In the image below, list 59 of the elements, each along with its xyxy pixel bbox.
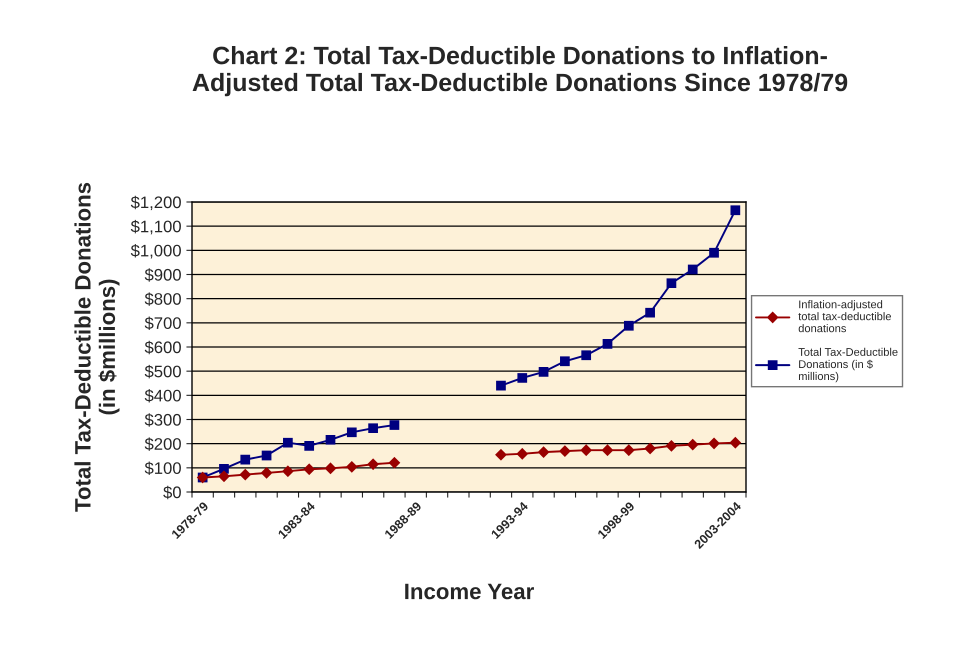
point bbox=[624, 320, 634, 331]
point bbox=[346, 461, 358, 472]
point bbox=[346, 427, 357, 438]
y-tick-label: $1,100 bbox=[130, 220, 181, 234]
point bbox=[644, 442, 656, 454]
point bbox=[538, 367, 548, 377]
point bbox=[326, 434, 336, 445]
point bbox=[602, 338, 612, 349]
point bbox=[559, 446, 570, 457]
point bbox=[517, 373, 528, 383]
point bbox=[240, 468, 251, 480]
y-tick-label: $500 bbox=[144, 364, 181, 378]
point bbox=[495, 449, 507, 460]
legend-label: Inflation-adjusted total tax-deductible donations bbox=[798, 300, 891, 332]
point bbox=[218, 470, 230, 482]
y-tick-label: $700 bbox=[144, 316, 181, 330]
y-tick-label: $1,000 bbox=[130, 244, 181, 259]
point bbox=[324, 462, 336, 474]
point bbox=[388, 457, 400, 468]
point bbox=[516, 448, 528, 460]
y-tick-label: $900 bbox=[144, 268, 181, 282]
point bbox=[623, 444, 634, 456]
point bbox=[304, 464, 315, 475]
y-tick-label: $1,200 bbox=[130, 196, 181, 210]
point bbox=[240, 454, 250, 464]
point bbox=[538, 446, 550, 458]
point bbox=[262, 450, 272, 460]
point bbox=[730, 205, 740, 216]
point bbox=[368, 423, 378, 434]
x-axis-title: Income Year bbox=[405, 584, 534, 600]
y-tick-label: $600 bbox=[144, 340, 181, 354]
point bbox=[304, 440, 314, 451]
point bbox=[730, 437, 741, 448]
y-tick-label: $300 bbox=[144, 413, 181, 427]
point bbox=[666, 440, 678, 452]
point bbox=[645, 308, 655, 318]
point bbox=[560, 356, 570, 366]
y-tick-label: $400 bbox=[144, 389, 181, 403]
point bbox=[283, 438, 293, 448]
point bbox=[580, 444, 592, 456]
point bbox=[708, 438, 720, 450]
point bbox=[390, 420, 400, 430]
point bbox=[496, 380, 506, 391]
chart-title: Chart 2: Total Tax-Deductible Donations to Inflation- Adjusted Total Tax-Deductible Donations Since 1978/79 bbox=[192, 46, 848, 96]
y-tick-label: $100 bbox=[144, 462, 181, 476]
point bbox=[260, 467, 272, 479]
point bbox=[687, 439, 698, 450]
point bbox=[368, 458, 379, 470]
point bbox=[282, 466, 294, 477]
y-tick-label: $0 bbox=[163, 486, 181, 500]
y-tick-label: $200 bbox=[144, 437, 181, 451]
legend-label: Total Tax-Deductible Donations (in $ millions) bbox=[798, 348, 898, 382]
point bbox=[688, 264, 698, 274]
point bbox=[581, 350, 592, 360]
y-axis-title: Total Tax-Deductible Donations (in $millions) bbox=[74, 182, 120, 512]
y-tick-label: $800 bbox=[144, 292, 181, 306]
point bbox=[666, 278, 676, 288]
point bbox=[602, 444, 614, 456]
point bbox=[709, 248, 719, 258]
